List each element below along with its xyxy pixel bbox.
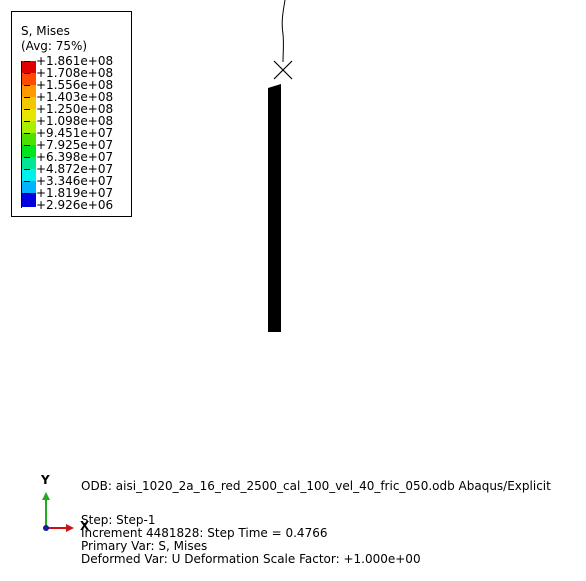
legend-tick [24,133,30,134]
legend-tick [24,109,30,110]
legend-tick [24,169,30,170]
legend-level-label: +1.708e+08 [24,67,113,79]
triad-axes-icon [42,492,74,532]
legend-tick [24,97,30,98]
legend-swatch [22,193,36,207]
legend-swatch [22,133,36,145]
increment-info: Increment 4481828: Step Time = 0.4766 [81,526,328,540]
legend-tick [24,193,30,194]
legend-title: S, Mises [21,24,70,38]
legend-swatch [22,169,36,181]
legend-swatch [22,145,36,157]
triad-y-label: Y [41,473,50,487]
step-info: Step: Step-1 [81,513,156,527]
legend-swatch [22,121,36,133]
legend-level-label: +7.925e+07 [24,139,113,151]
primary-var-info: Primary Var: S, Mises [81,539,208,553]
legend-swatch [22,157,36,169]
legend-tick [24,205,30,206]
legend-tick [24,181,30,182]
legend-tick [24,61,30,62]
legend-level-label: +1.403e+08 [24,91,113,103]
legend-level-label: +1.819e+07 [24,187,113,199]
legend-swatch [22,97,36,109]
legend-swatch [22,73,36,85]
legend-swatch [22,109,36,121]
triad-x-label: X [80,519,90,533]
odb-info: ODB: aisi_1020_2a_16_red_2500_cal_100_ve… [81,479,551,493]
legend-level-label: +1.098e+08 [24,115,113,127]
legend-swatch [22,181,36,193]
legend-tick [24,121,30,122]
legend-level-label: +9.451e+07 [24,127,113,139]
legend-color-bar [21,61,36,208]
legend-averaging: (Avg: 75%) [21,39,88,53]
legend-tick [24,73,30,74]
coordinate-triad: Y X [36,472,96,542]
legend-level-label: +1.861e+08 [24,55,113,67]
deformed-var-info: Deformed Var: U Deformation Scale Factor… [81,552,421,566]
stress-legend: S, Mises (Avg: 75%) +1.861e+08 +1.708e+08… [11,11,132,217]
legend-level-label: +2.926e+06 [24,199,113,211]
legend-tick [24,145,30,146]
legend-tick [24,85,30,86]
tool-curve [281,0,286,63]
legend-tick [24,157,30,158]
legend-level-label: +1.250e+08 [24,103,113,115]
legend-swatch [22,61,36,73]
legend-level-label: +3.346e+07 [24,175,113,187]
legend-swatch [22,85,36,97]
legend-level-label: +1.556e+08 [24,79,113,91]
workpiece-part [268,84,281,332]
tool-reference-point-icon-stroke [273,60,293,80]
legend-level-label: +4.872e+07 [24,163,113,175]
legend-level-label: +6.398e+07 [24,151,113,163]
